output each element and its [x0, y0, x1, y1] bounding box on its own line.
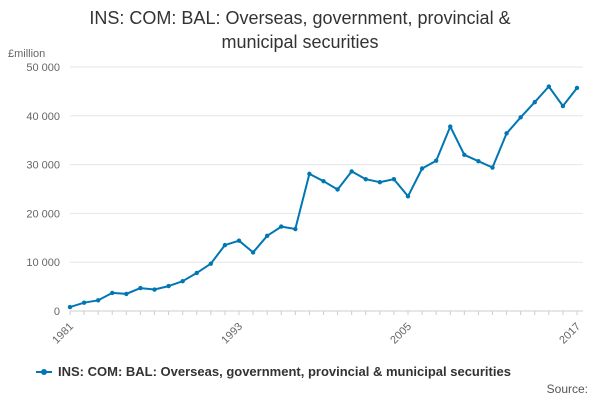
data-point[interactable]	[476, 158, 481, 164]
data-point[interactable]	[574, 85, 580, 91]
data-point[interactable]	[236, 238, 242, 243]
chart-title-line-1: INS: COM: BAL: Overseas, government, pro…	[89, 8, 511, 28]
data-point[interactable]	[363, 177, 368, 182]
y-tick-label: 10 000	[26, 257, 60, 269]
data-point[interactable]	[264, 233, 270, 239]
data-point[interactable]	[532, 99, 537, 105]
data-point[interactable]	[194, 270, 199, 276]
data-point[interactable]	[67, 304, 73, 310]
data-point[interactable]	[222, 242, 228, 248]
series-layer	[67, 84, 580, 310]
y-tick-label: 20 000	[26, 208, 60, 220]
data-point[interactable]	[208, 261, 214, 266]
data-point[interactable]	[321, 178, 326, 184]
data-point[interactable]	[462, 152, 467, 158]
y-tick-label: 0	[54, 306, 60, 318]
data-point[interactable]	[405, 194, 411, 199]
data-point[interactable]	[293, 226, 298, 232]
legend-label: INS: COM: BAL: Overseas, government, pro…	[58, 364, 511, 379]
y-axis-unit-label: £million	[8, 48, 45, 60]
data-point[interactable]	[166, 283, 171, 289]
data-point[interactable]	[250, 250, 256, 255]
data-point[interactable]	[546, 84, 552, 89]
x-tick-label: 2005	[388, 321, 414, 347]
x-axis: 1981 1993 2005 2017	[50, 311, 583, 346]
y-tick-label: 30 000	[26, 160, 60, 172]
data-point[interactable]	[377, 179, 383, 185]
chart-title-line-2: municipal securities	[221, 32, 379, 52]
data-point[interactable]	[110, 290, 115, 296]
data-point[interactable]	[433, 158, 439, 163]
data-point[interactable]	[419, 166, 425, 171]
data-point[interactable]	[279, 224, 284, 229]
y-tick-label: 50 000	[26, 62, 60, 74]
x-tick-label: 1981	[50, 321, 76, 347]
data-point[interactable]	[560, 103, 566, 109]
data-point[interactable]	[391, 177, 397, 182]
gridlines	[70, 66, 583, 312]
data-point[interactable]	[81, 300, 87, 305]
legend-item[interactable]: INS: COM: BAL: Overseas, government, pro…	[36, 364, 511, 379]
data-point[interactable]	[307, 171, 312, 177]
data-point[interactable]	[138, 285, 143, 291]
data-point[interactable]	[518, 115, 523, 120]
data-point[interactable]	[504, 131, 509, 136]
data-point[interactable]	[95, 298, 101, 303]
data-point[interactable]	[124, 291, 129, 297]
source-label: Source:	[546, 382, 588, 396]
data-point[interactable]	[448, 124, 453, 129]
y-tick-label: 40 000	[26, 111, 60, 123]
y-axis-ticks: 0 10 000 20 000 30 000 40 000 50 000	[26, 62, 60, 318]
legend-line-icon	[36, 368, 52, 376]
data-point[interactable]	[180, 279, 185, 284]
x-tick-label: 2017	[557, 321, 583, 347]
data-point[interactable]	[490, 165, 495, 170]
x-tick-label: 1993	[219, 321, 245, 347]
data-point[interactable]	[349, 169, 354, 174]
data-point[interactable]	[152, 287, 157, 292]
data-point[interactable]	[335, 187, 340, 192]
chart-title: INS: COM: BAL: Overseas, government, pro…	[0, 6, 600, 54]
series-line-0	[69, 85, 578, 309]
